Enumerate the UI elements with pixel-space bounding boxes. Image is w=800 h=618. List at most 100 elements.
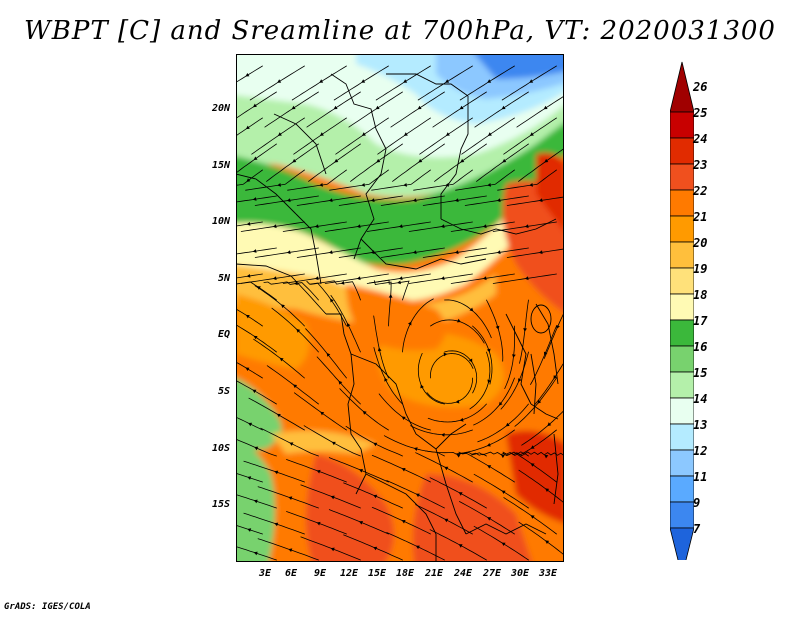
streamline bbox=[338, 195, 403, 206]
streamline-arrow bbox=[502, 158, 507, 163]
streamline bbox=[392, 143, 445, 182]
streamline-arrow bbox=[289, 442, 294, 446]
streamline-arrow bbox=[487, 465, 492, 469]
streamline bbox=[294, 392, 347, 431]
streamline bbox=[461, 117, 515, 155]
colorbar-swatch bbox=[670, 241, 694, 269]
streamline-arrow bbox=[272, 224, 277, 229]
streamline-arrow bbox=[469, 307, 474, 312]
streamline bbox=[282, 273, 347, 284]
streamline bbox=[243, 512, 305, 535]
streamline bbox=[518, 469, 564, 504]
streamline-arrow bbox=[373, 494, 378, 499]
colorbar-swatch bbox=[670, 137, 694, 165]
streamline-arrow bbox=[538, 250, 543, 255]
streamline bbox=[415, 452, 473, 483]
colorbar-label: 12 bbox=[693, 444, 708, 458]
streamline-arrow bbox=[524, 276, 529, 281]
streamline bbox=[308, 143, 361, 182]
streamline-arrow bbox=[544, 158, 549, 163]
streamline bbox=[254, 247, 319, 258]
streamline bbox=[450, 221, 515, 232]
streamline-arrow bbox=[403, 183, 407, 187]
streamline-arrow bbox=[530, 445, 535, 449]
streamline bbox=[408, 221, 473, 232]
colorbar-swatch bbox=[670, 163, 694, 191]
streamline-arrow bbox=[501, 542, 506, 546]
colorbar bbox=[670, 61, 694, 560]
colorbar-swatch bbox=[670, 423, 694, 451]
streamline bbox=[378, 393, 431, 431]
streamline bbox=[348, 91, 403, 128]
streamline-arrow bbox=[356, 224, 361, 229]
streamline-arrow bbox=[359, 469, 363, 473]
streamline bbox=[408, 273, 473, 284]
lakes bbox=[530, 304, 559, 505]
streamline-arrow bbox=[545, 540, 550, 544]
streamline-arrow bbox=[338, 380, 343, 385]
streamline-arrow bbox=[495, 325, 500, 330]
streamline-arrow bbox=[247, 528, 252, 532]
streamline-arrow bbox=[388, 294, 393, 298]
streamline-arrow bbox=[415, 545, 420, 550]
streamline-arrow bbox=[444, 518, 449, 523]
streamline bbox=[296, 247, 361, 258]
streamline bbox=[296, 195, 361, 206]
streamline bbox=[339, 388, 389, 431]
streamline-arrow bbox=[486, 348, 491, 353]
streamline-arrow bbox=[501, 105, 506, 110]
streamline-arrow bbox=[277, 183, 281, 187]
streamline-arrow bbox=[537, 399, 542, 404]
streamline-arrow bbox=[316, 469, 321, 474]
colorbar-swatch bbox=[670, 61, 694, 113]
map-canvas bbox=[236, 54, 564, 562]
colorbar-swatch bbox=[670, 527, 694, 560]
streamline-arrow bbox=[314, 224, 319, 229]
streamline-arrow bbox=[543, 105, 548, 110]
streamline-arrow bbox=[440, 224, 445, 229]
streamlines bbox=[236, 65, 564, 561]
streamline-arrow bbox=[556, 324, 560, 329]
colorbar-label: 16 bbox=[693, 340, 708, 354]
streamline bbox=[343, 534, 403, 561]
streamline-arrow bbox=[330, 547, 335, 552]
streamline-arrow bbox=[340, 281, 345, 285]
streamline-arrow bbox=[505, 422, 510, 427]
streamline-arrow bbox=[445, 79, 450, 83]
streamline-arrow bbox=[245, 73, 250, 77]
streamline bbox=[503, 497, 557, 535]
streamline-arrow bbox=[293, 384, 298, 389]
streamline-arrow bbox=[347, 322, 351, 327]
streamline-arrow bbox=[253, 499, 258, 504]
streamline bbox=[282, 221, 347, 232]
streamline-arrow bbox=[280, 304, 285, 309]
streamline-arrow bbox=[252, 389, 257, 394]
streamline-arrow bbox=[547, 422, 552, 427]
streamline-arrow bbox=[487, 517, 492, 521]
streamline bbox=[375, 65, 431, 101]
streamline-arrow bbox=[413, 447, 418, 451]
streamline-arrow bbox=[320, 411, 325, 416]
streamline-arrow bbox=[512, 354, 516, 358]
map-panel bbox=[236, 54, 564, 562]
streamline bbox=[305, 328, 347, 379]
streamline bbox=[380, 247, 445, 258]
streamline-arrow bbox=[529, 132, 534, 136]
streamline-arrow bbox=[496, 250, 501, 255]
streamline-arrow bbox=[553, 375, 557, 380]
colorbar-swatch bbox=[670, 475, 694, 503]
streamline-arrow bbox=[276, 413, 281, 418]
streamline-arrow bbox=[454, 250, 459, 255]
colorbar-swatch bbox=[670, 449, 694, 477]
streamline-arrow bbox=[496, 198, 501, 203]
streamline-arrow bbox=[334, 158, 339, 163]
streamline-arrow bbox=[361, 183, 365, 187]
streamline-arrow bbox=[296, 328, 301, 333]
streamline-arrow bbox=[377, 347, 382, 352]
colorbar-swatch bbox=[670, 293, 694, 321]
streamline-arrow bbox=[245, 314, 250, 319]
streamline bbox=[249, 65, 305, 101]
streamline-arrow bbox=[247, 476, 252, 480]
streamline-arrow bbox=[482, 224, 487, 229]
chart-title: WBPT [C] and Sreamline at 700hPa, VT: 20… bbox=[24, 16, 776, 46]
